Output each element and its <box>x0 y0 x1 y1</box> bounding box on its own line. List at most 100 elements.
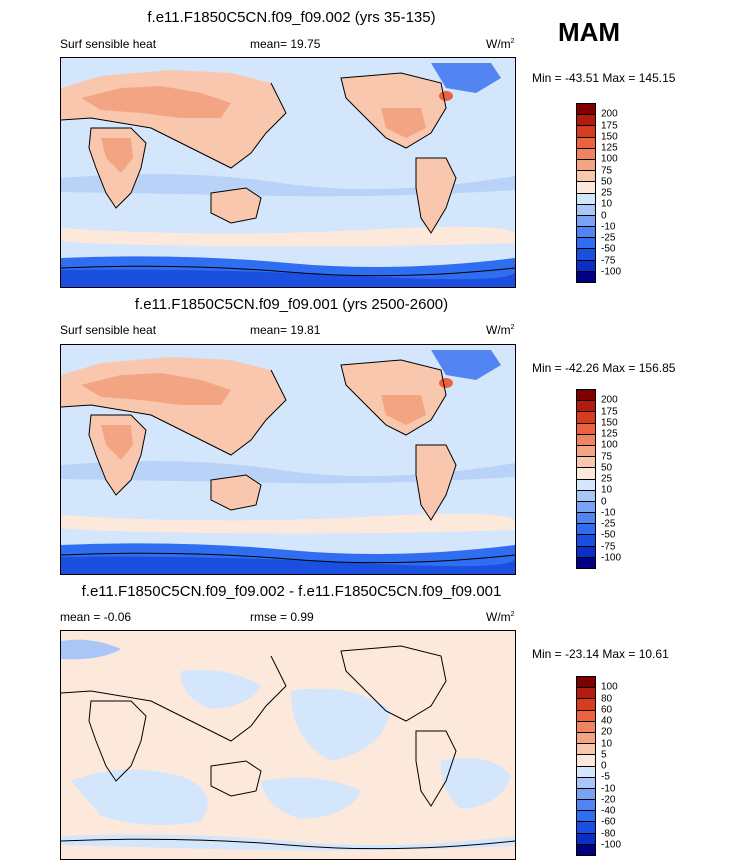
colorbar-swatch <box>577 171 595 183</box>
colorbar-tick-label: 100 <box>601 153 618 165</box>
colorbar-tick-label: -75 <box>601 255 616 266</box>
panel-3-map <box>60 630 516 860</box>
colorbar-tick-label: -5 <box>601 771 610 783</box>
colorbar-tick-label: -10 <box>601 507 616 519</box>
colorbar-swatch <box>577 811 595 823</box>
colorbar-swatch <box>577 193 595 205</box>
colorbar-tick-label: 5 <box>601 749 607 761</box>
colorbar-swatch <box>577 412 595 424</box>
colorbar-swatch <box>577 766 595 778</box>
colorbar-swatch <box>577 445 595 458</box>
greenland-cold <box>431 350 501 380</box>
na-warm <box>381 395 426 425</box>
panel-2-colorbar <box>576 389 596 569</box>
colorbar-tick-label: -10 <box>601 783 616 794</box>
colorbar-swatch <box>577 535 595 547</box>
colorbar-tick-label: 175 <box>601 120 618 131</box>
panel-2-units: W/m2 <box>486 323 515 337</box>
colorbar-tick-label: 50 <box>601 176 613 188</box>
colorbar-tick-label: 0 <box>601 760 607 772</box>
panel-3-mean-label: mean = -0.06 <box>60 610 132 624</box>
southern-band <box>61 513 515 534</box>
colorbar-swatch <box>577 501 595 514</box>
colorbar-swatch <box>577 844 595 855</box>
coastline-antarctica <box>61 552 515 564</box>
colorbar-tick-label: -80 <box>601 828 616 839</box>
colorbar-swatch <box>577 390 595 402</box>
panel-1-units: W/m2 <box>486 37 515 51</box>
colorbar-tick-label: 20 <box>601 726 613 738</box>
colorbar-tick-label: -100 <box>601 552 622 564</box>
coastline-africa <box>88 127 147 209</box>
coastline-antarctica <box>61 838 515 850</box>
coastline-australia <box>210 760 262 797</box>
eurasia-warm <box>81 86 231 118</box>
colorbar-tick-label: -10 <box>601 221 616 233</box>
panel-1-mean-label: mean= 19.75 <box>250 37 321 51</box>
colorbar-swatch <box>577 126 595 138</box>
colorbar-swatch <box>577 800 595 812</box>
colorbar-swatch <box>577 688 595 700</box>
colorbar-swatch <box>577 677 595 689</box>
africa-warm <box>101 425 133 460</box>
colorbar-swatch <box>577 227 595 239</box>
south-america-land <box>416 445 456 520</box>
colorbar-tick-label: -20 <box>601 794 616 806</box>
panel-3-title: f.e11.F1850C5CN.f09_f09.002 - f.e11.F185… <box>81 583 502 600</box>
panel-2-map <box>60 344 516 575</box>
colorbar-tick-label: 200 <box>601 394 618 406</box>
colorbar-swatch <box>577 104 595 116</box>
panel-1-title: f.e11.F1850C5CN.f09_f09.002 (yrs 35-135) <box>147 9 436 26</box>
colorbar-swatch <box>577 822 595 834</box>
colorbar-tick-label: 10 <box>601 738 613 749</box>
colorbar-tick-label: 100 <box>601 681 618 693</box>
labrador-hotspot <box>439 91 453 101</box>
tropical-band <box>61 461 515 484</box>
diff-field <box>61 631 515 859</box>
colorbar-tick-label: -60 <box>601 816 616 828</box>
coastline-australia <box>210 474 262 511</box>
panel-3-map-svg <box>61 631 515 859</box>
colorbar-tick-label: 25 <box>601 187 613 199</box>
colorbar-swatch <box>577 557 595 568</box>
colorbar-swatch <box>577 271 595 282</box>
colorbar-swatch <box>577 546 595 558</box>
south-america-land <box>416 158 456 233</box>
coastline-eurasia <box>61 655 287 742</box>
panel-2-minmax: Min = -42.26 Max = 156.85 <box>532 361 676 375</box>
panel-3-units: W/m2 <box>486 610 515 624</box>
coastline-eurasia <box>61 82 287 169</box>
africa-warm <box>101 138 133 173</box>
tropical-band <box>61 174 515 197</box>
colorbar-tick-label: 150 <box>601 131 618 143</box>
colorbar-swatch <box>577 182 595 194</box>
season-label: MAM <box>558 17 621 47</box>
colorbar-tick-label: 125 <box>601 428 618 440</box>
colorbar-swatch <box>577 159 595 172</box>
panel-2-map-svg <box>61 345 515 574</box>
neg-patch-southern <box>61 834 515 851</box>
na-warm <box>381 108 426 138</box>
colorbar-tick-label: 125 <box>601 142 618 154</box>
coastline-north-america <box>340 72 447 149</box>
panel-1-colorbar <box>576 103 596 283</box>
colorbar-swatch <box>577 423 595 435</box>
colorbar-tick-label: -25 <box>601 232 616 244</box>
colorbar-swatch <box>577 490 595 502</box>
coastline-south-america <box>415 157 457 234</box>
colorbar-swatch <box>577 238 595 250</box>
neg-patch-indian <box>71 769 208 825</box>
panel-2-mean-label: mean= 19.81 <box>250 323 321 337</box>
panel-1-map <box>60 57 516 288</box>
colorbar-swatch <box>577 260 595 272</box>
colorbar-tick-label: 80 <box>601 693 613 704</box>
antarctica-colder <box>61 556 515 574</box>
colorbar-tick-label: 0 <box>601 496 607 507</box>
australia-land <box>211 475 261 510</box>
panel-3-colorbar <box>576 676 596 856</box>
colorbar-tick-label: 0 <box>601 210 607 221</box>
southern-band <box>61 226 515 247</box>
colorbar-swatch <box>577 755 595 767</box>
colorbar-tick-label: 175 <box>601 406 618 417</box>
colorbar-tick-label: -25 <box>601 518 616 530</box>
